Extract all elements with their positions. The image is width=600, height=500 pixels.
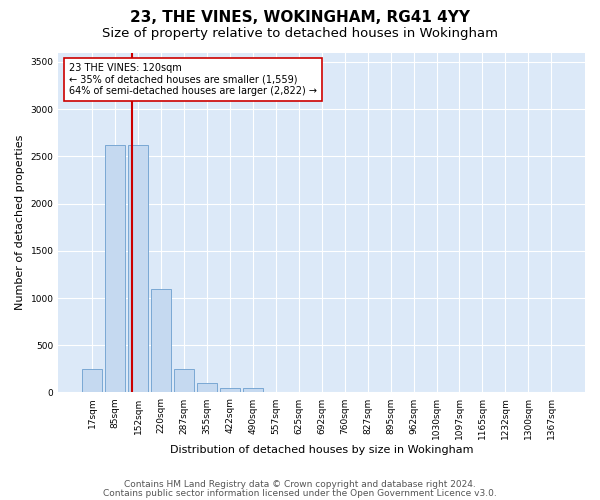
Text: 23, THE VINES, WOKINGHAM, RG41 4YY: 23, THE VINES, WOKINGHAM, RG41 4YY — [130, 10, 470, 25]
Text: Contains public sector information licensed under the Open Government Licence v3: Contains public sector information licen… — [103, 488, 497, 498]
Bar — [128, 145, 148, 392]
X-axis label: Distribution of detached houses by size in Wokingham: Distribution of detached houses by size … — [170, 445, 473, 455]
Bar — [151, 288, 171, 393]
Y-axis label: Number of detached properties: Number of detached properties — [15, 135, 25, 310]
Bar — [197, 383, 217, 392]
Bar — [174, 369, 194, 392]
Bar — [82, 369, 102, 392]
Bar — [106, 145, 125, 392]
Text: 23 THE VINES: 120sqm
← 35% of detached houses are smaller (1,559)
64% of semi-de: 23 THE VINES: 120sqm ← 35% of detached h… — [69, 62, 317, 96]
Bar — [243, 388, 263, 392]
Text: Size of property relative to detached houses in Wokingham: Size of property relative to detached ho… — [102, 28, 498, 40]
Bar — [220, 388, 239, 392]
Text: Contains HM Land Registry data © Crown copyright and database right 2024.: Contains HM Land Registry data © Crown c… — [124, 480, 476, 489]
